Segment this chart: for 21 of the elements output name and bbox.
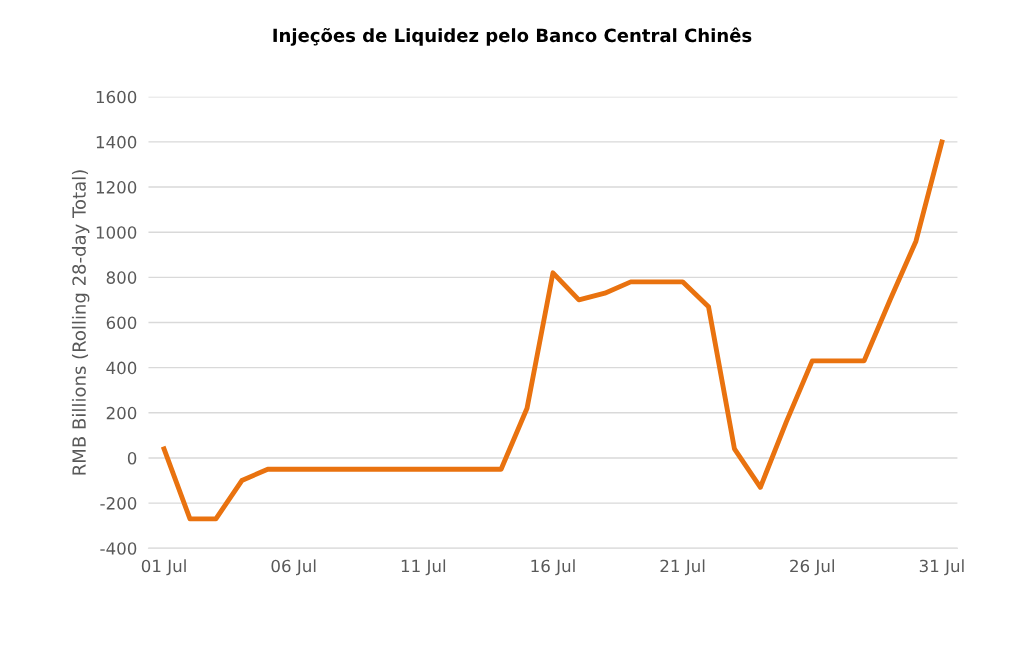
y-tick-label: 1600 xyxy=(96,90,137,104)
x-tick-label: 11 Jul xyxy=(401,559,446,576)
chart-title: Injeções de Liquidez pelo Banco Central Chinês xyxy=(273,27,752,46)
x-tick-label: 21 Jul xyxy=(660,559,705,576)
y-tick-label: 0 xyxy=(127,451,137,465)
y-tick-label: 1000 xyxy=(96,226,137,239)
x-tick-label: 31 Jul xyxy=(919,559,964,576)
y-axis-title: RMB Billions (Rolling 28-day Total) xyxy=(71,170,90,475)
y-tick-label: 800 xyxy=(106,271,137,284)
y-tick-label: 1400 xyxy=(96,135,137,149)
y-tick-label: 200 xyxy=(106,406,137,420)
y-tick-label: -400 xyxy=(100,542,137,555)
x-tick-label: 16 Jul xyxy=(531,559,575,576)
x-tick-label: 06 Jul xyxy=(271,559,316,576)
x-tick-label: 01 Jul xyxy=(141,559,186,576)
y-tick-label: 600 xyxy=(106,316,137,330)
line-series xyxy=(161,139,945,522)
y-tick-label: -200 xyxy=(100,497,137,510)
y-tick-label: 400 xyxy=(106,361,137,375)
y-tick-label: 1200 xyxy=(96,181,137,194)
x-tick-label: 26 Jul xyxy=(790,559,834,576)
